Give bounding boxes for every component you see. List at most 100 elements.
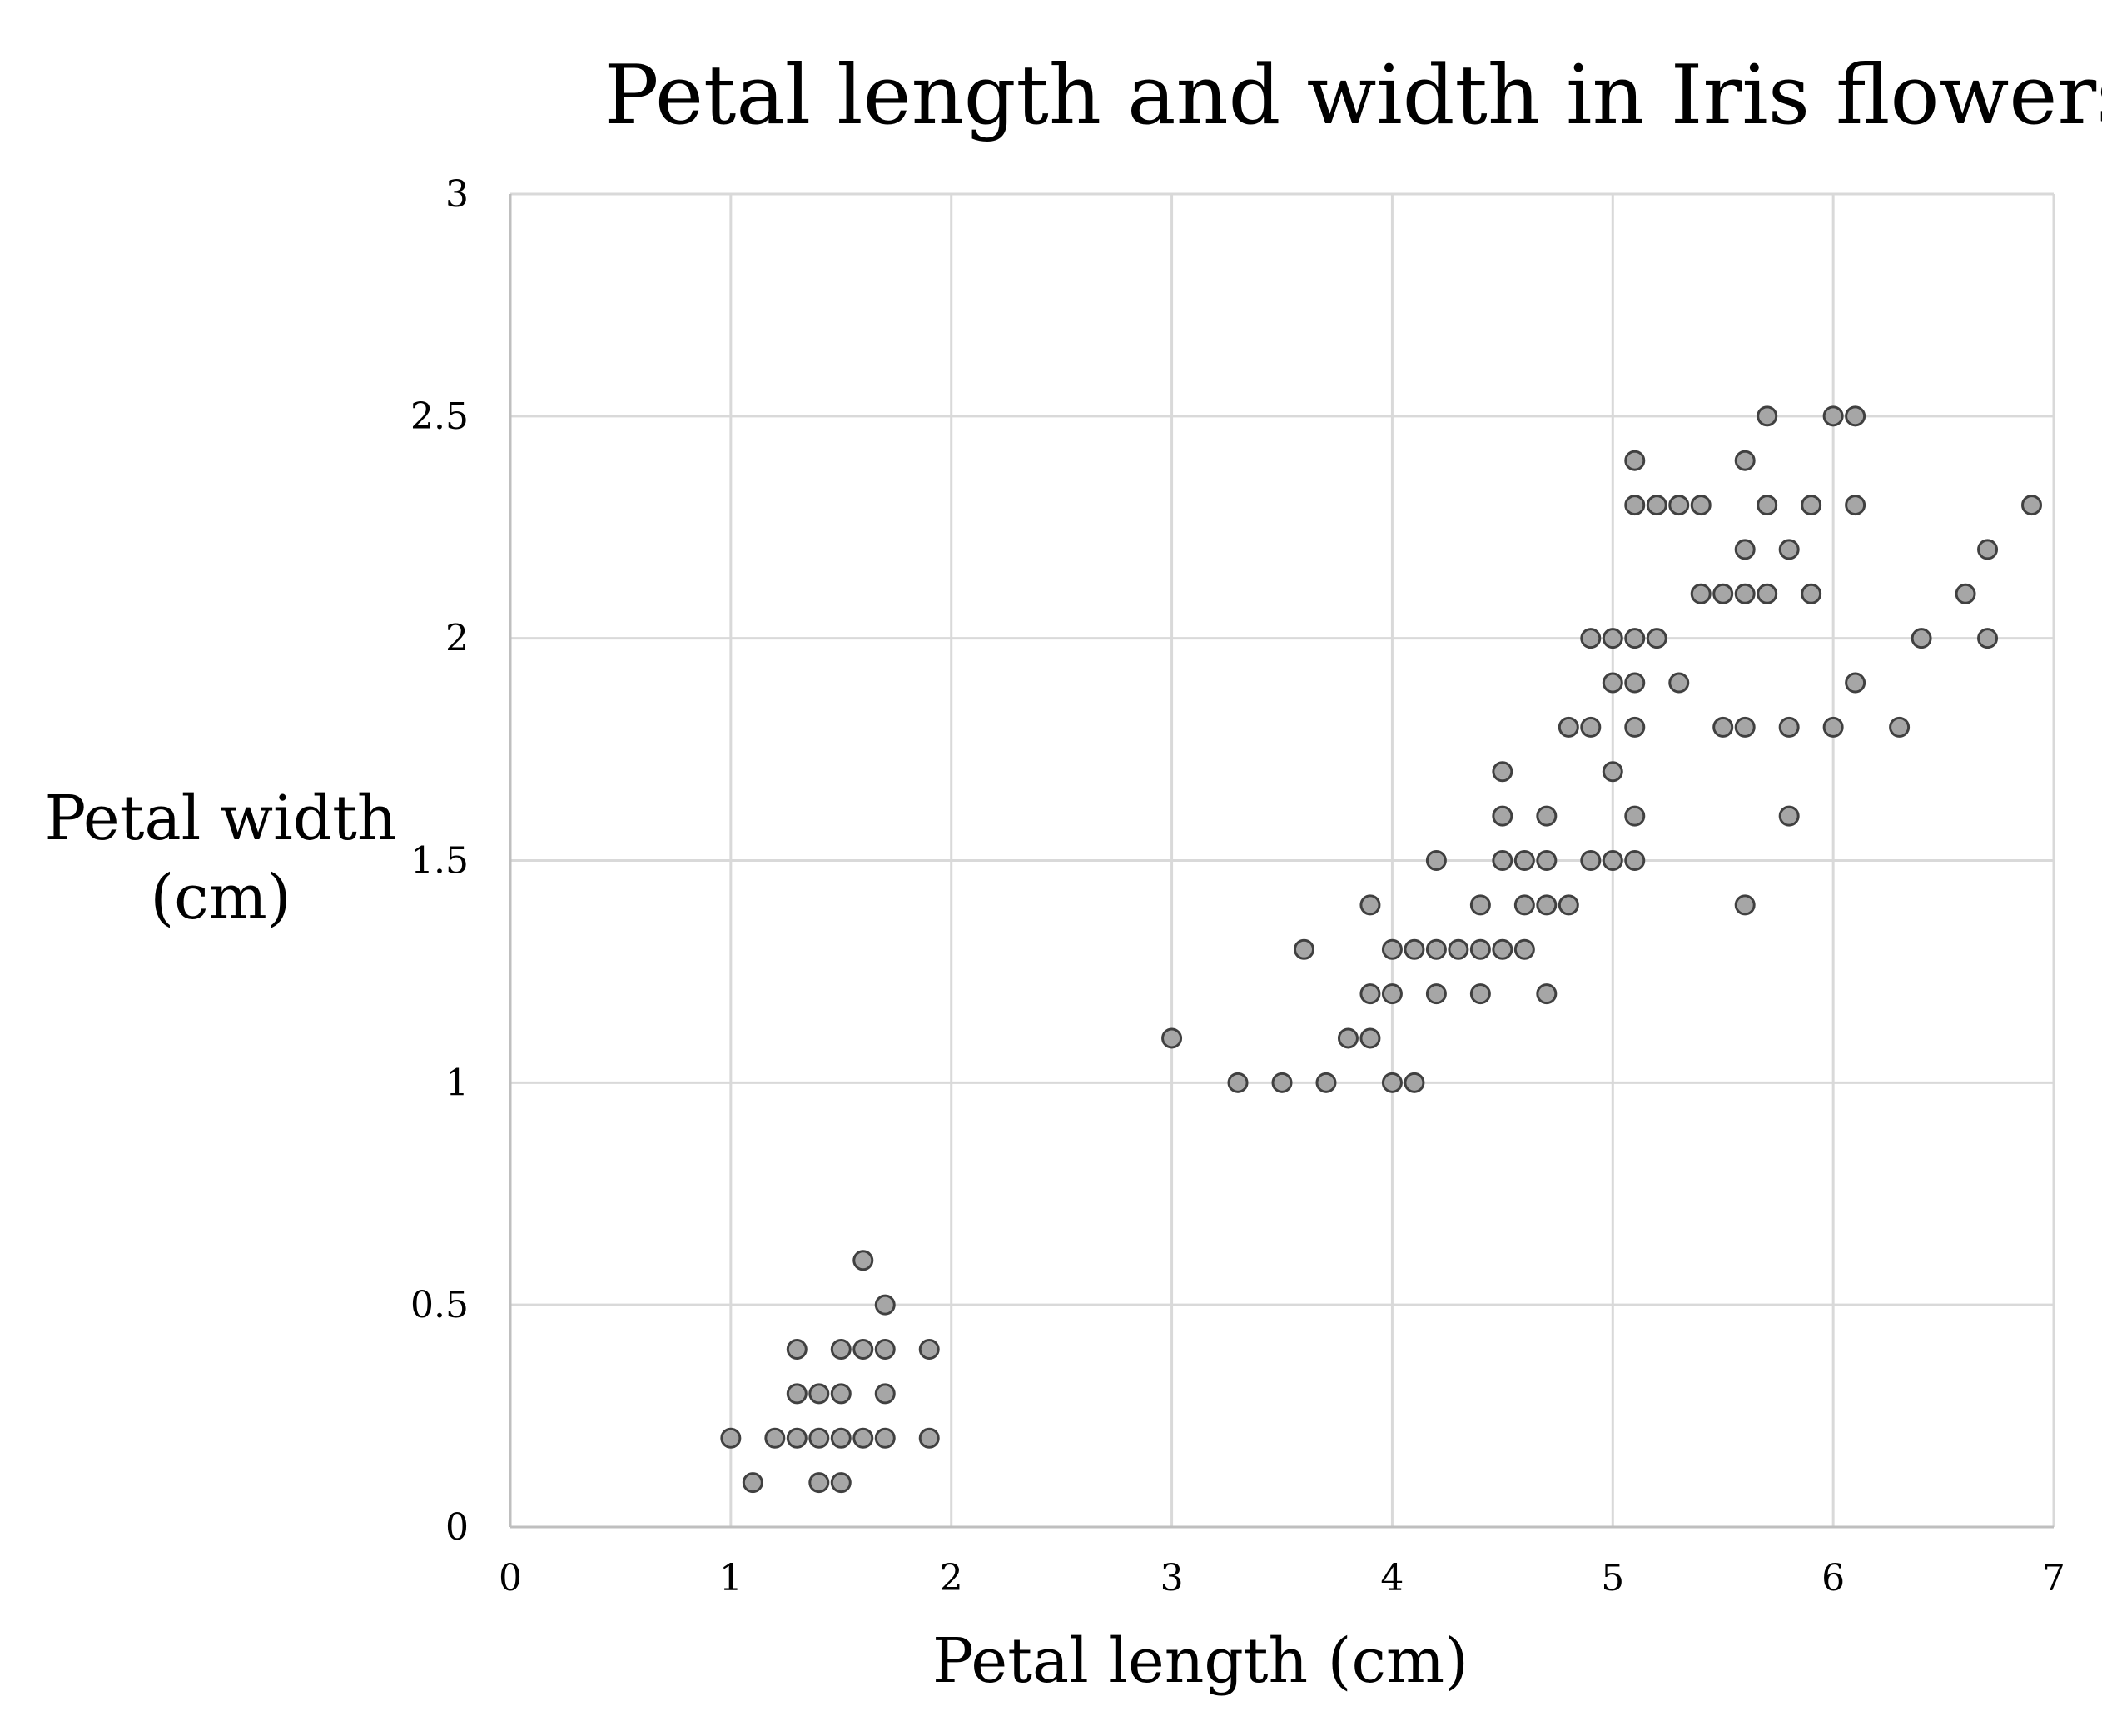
data-point — [1757, 405, 1778, 427]
data-point — [1558, 716, 1579, 738]
y-tick-label: 1.5 — [410, 840, 469, 883]
data-point — [1734, 894, 1756, 916]
data-point — [1359, 894, 1381, 916]
data-point — [742, 1472, 763, 1494]
data-point — [808, 1383, 830, 1405]
data-point — [1646, 495, 1667, 516]
x-tick-labels: 0 1 2 3 4 5 6 7 — [499, 1557, 2065, 1599]
data-point — [1602, 761, 1623, 783]
data-point — [1359, 983, 1381, 1005]
data-point — [1492, 938, 1513, 960]
data-point — [1624, 495, 1646, 516]
data-point — [1602, 850, 1623, 871]
data-point — [1404, 1072, 1425, 1093]
data-point — [1668, 672, 1690, 694]
data-point — [830, 1339, 852, 1360]
plot-axes — [509, 194, 2054, 1529]
data-points — [720, 405, 2043, 1494]
y-tick-label: 0.5 — [410, 1284, 469, 1326]
chart-title: Petal length and width in Iris flowers — [604, 48, 2102, 143]
y-tick-label: 3 — [445, 173, 469, 216]
data-point — [1712, 583, 1734, 604]
y-tick-label: 0 — [445, 1506, 469, 1549]
data-point — [1801, 583, 1822, 604]
y-axis-label-line-1: Petal width — [44, 783, 396, 854]
data-point — [1757, 583, 1778, 604]
data-point — [1624, 450, 1646, 471]
data-point — [1513, 938, 1535, 960]
data-point — [874, 1294, 896, 1316]
data-point — [1977, 539, 1999, 560]
data-point — [1778, 716, 1800, 738]
data-point — [1536, 983, 1558, 1005]
data-point — [786, 1427, 808, 1449]
data-point — [1580, 850, 1602, 871]
data-point — [1624, 805, 1646, 827]
data-point — [1381, 1072, 1403, 1093]
data-point — [1469, 938, 1491, 960]
data-point — [1425, 850, 1447, 871]
data-point — [1536, 805, 1558, 827]
data-point — [1448, 938, 1469, 960]
x-tick-label: 6 — [1821, 1557, 1845, 1599]
x-tick-label: 5 — [1601, 1557, 1624, 1599]
data-point — [1293, 938, 1314, 960]
data-point — [2021, 495, 2043, 516]
y-tick-label: 2.5 — [410, 395, 469, 438]
data-point — [1712, 716, 1734, 738]
data-point — [1734, 583, 1756, 604]
data-point — [1492, 850, 1513, 871]
data-point — [852, 1427, 874, 1449]
data-point — [1801, 495, 1822, 516]
data-point — [1845, 405, 1866, 427]
data-point — [830, 1427, 852, 1449]
data-point — [1690, 583, 1712, 604]
data-point — [1602, 672, 1623, 694]
data-point — [1271, 1072, 1293, 1093]
y-axis-label-line-2: (cm) — [150, 862, 291, 933]
data-point — [1977, 628, 1999, 649]
data-point — [1757, 495, 1778, 516]
data-point — [852, 1339, 874, 1360]
data-point — [1624, 716, 1646, 738]
x-tick-label: 4 — [1380, 1557, 1404, 1599]
data-point — [1822, 405, 1844, 427]
data-point — [1469, 983, 1491, 1005]
data-point — [1337, 1027, 1359, 1049]
x-tick-label: 1 — [719, 1557, 743, 1599]
x-tick-label: 3 — [1160, 1557, 1184, 1599]
data-point — [1734, 716, 1756, 738]
data-point — [1602, 628, 1623, 649]
data-point — [1734, 450, 1756, 471]
x-tick-label: 7 — [2042, 1557, 2065, 1599]
data-point — [1668, 495, 1690, 516]
x-axis-label: Petal length (cm) — [932, 1625, 1468, 1697]
data-point — [1404, 938, 1425, 960]
data-point — [1359, 1027, 1381, 1049]
y-tick-labels: 0 0.5 1 1.5 2 2.5 3 — [410, 173, 469, 1549]
data-point — [1536, 850, 1558, 871]
y-tick-label: 2 — [445, 618, 469, 660]
data-point — [1778, 539, 1800, 560]
data-point — [1624, 850, 1646, 871]
data-point — [786, 1383, 808, 1405]
data-point — [830, 1383, 852, 1405]
data-point — [1580, 716, 1602, 738]
data-point — [1955, 583, 1976, 604]
data-point — [1513, 850, 1535, 871]
data-point — [1822, 716, 1844, 738]
x-tick-label: 0 — [499, 1557, 522, 1599]
data-point — [1227, 1072, 1249, 1093]
data-point — [1492, 805, 1513, 827]
data-point — [1425, 938, 1447, 960]
data-point — [1624, 628, 1646, 649]
data-point — [874, 1427, 896, 1449]
data-point — [1889, 716, 1911, 738]
data-point — [874, 1383, 896, 1405]
data-point — [1425, 983, 1447, 1005]
data-point — [1315, 1072, 1337, 1093]
data-point — [1624, 672, 1646, 694]
data-point — [720, 1427, 742, 1449]
data-point — [1845, 672, 1866, 694]
